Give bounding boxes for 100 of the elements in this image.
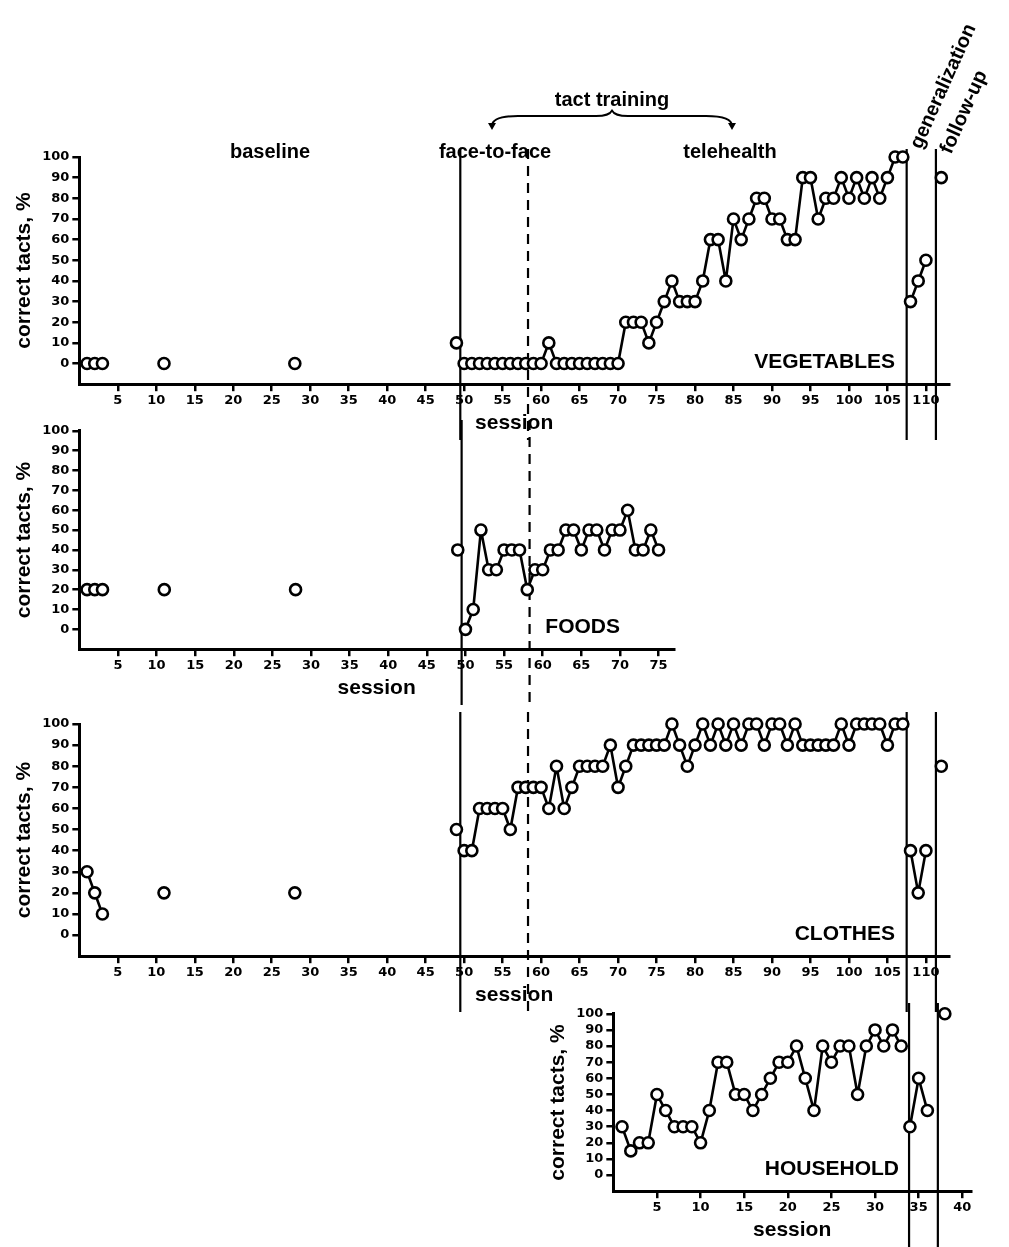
y-tick-label: 0 bbox=[594, 1166, 604, 1182]
x-tick-label: 40 bbox=[953, 1199, 972, 1215]
y-tick-label: 90 bbox=[51, 442, 70, 458]
x-tick-label: 30 bbox=[301, 964, 320, 980]
x-tick-label: 30 bbox=[301, 392, 320, 408]
x-tick-label: 25 bbox=[263, 657, 282, 673]
x-tick-label: 60 bbox=[532, 392, 551, 408]
x-tick-label: 30 bbox=[865, 1199, 885, 1215]
x-tick-label: 60 bbox=[532, 964, 551, 980]
x-tick-label: 70 bbox=[609, 964, 628, 980]
x-tick-label: 40 bbox=[378, 392, 397, 408]
y-tick-label: 80 bbox=[51, 757, 70, 773]
x-tick-label: 100 bbox=[835, 964, 863, 980]
text: HOUSEHOLD bbox=[764, 1156, 899, 1180]
x-tick-label: 20 bbox=[778, 1199, 797, 1215]
x-axis-title: session bbox=[753, 1217, 832, 1241]
y-axis-title: correct tacts, % bbox=[11, 461, 35, 619]
y-tick-label: 40 bbox=[585, 1101, 604, 1117]
y-tick-label: 40 bbox=[51, 541, 70, 557]
y-tick-label: 70 bbox=[585, 1053, 604, 1069]
x-tick-label: 65 bbox=[572, 657, 591, 673]
y-tick-label: 100 bbox=[576, 1005, 604, 1021]
x-tick-label: 85 bbox=[724, 392, 743, 408]
x-tick-label: 30 bbox=[301, 657, 321, 673]
x-tick-label: 25 bbox=[822, 1199, 841, 1215]
text: FOODS bbox=[545, 614, 620, 638]
x-tick-label: 55 bbox=[495, 657, 514, 673]
x-tick-label: 40 bbox=[378, 964, 397, 980]
x-tick-label: 35 bbox=[340, 657, 359, 673]
x-tick-label: 105 bbox=[873, 392, 901, 408]
y-tick-label: 80 bbox=[585, 1037, 604, 1053]
x-tick-label: 80 bbox=[685, 392, 705, 408]
x-tick-label: 20 bbox=[224, 392, 243, 408]
x-tick-label: 15 bbox=[185, 964, 204, 980]
y-tick-label: 50 bbox=[51, 521, 70, 537]
x-tick-label: 85 bbox=[724, 964, 743, 980]
x-tick-label: 5 bbox=[113, 392, 123, 408]
y-tick-label: 50 bbox=[51, 820, 70, 836]
x-tick-label: 65 bbox=[570, 964, 589, 980]
y-tick-label: 100 bbox=[42, 715, 70, 731]
x-tick-label: 35 bbox=[339, 964, 358, 980]
y-tick-label: 60 bbox=[585, 1069, 604, 1085]
x-tick-label: 105 bbox=[873, 964, 901, 980]
y-tick-label: 70 bbox=[51, 210, 70, 226]
x-tick-label: 75 bbox=[647, 964, 666, 980]
x-tick-label: 5 bbox=[113, 657, 123, 673]
x-tick-label: 35 bbox=[339, 392, 358, 408]
y-tick-label: 10 bbox=[585, 1150, 604, 1166]
x-axis-title: session bbox=[475, 410, 554, 434]
x-tick-label: 45 bbox=[416, 964, 435, 980]
y-tick-label: 60 bbox=[51, 501, 70, 517]
y-tick-label: 20 bbox=[585, 1134, 604, 1150]
y-tick-label: 10 bbox=[51, 334, 70, 350]
x-tick-label: 10 bbox=[147, 392, 166, 408]
text: tact training bbox=[554, 88, 670, 110]
x-tick-label: 65 bbox=[570, 392, 589, 408]
x-tick-label: 75 bbox=[649, 657, 668, 673]
x-tick-label: 5 bbox=[652, 1199, 662, 1215]
x-axis-title: session bbox=[337, 675, 416, 699]
x-tick-label: 15 bbox=[186, 657, 205, 673]
x-tick-label: 15 bbox=[185, 392, 204, 408]
y-tick-label: 30 bbox=[51, 292, 70, 308]
x-tick-label: 20 bbox=[224, 964, 243, 980]
y-tick-label: 30 bbox=[51, 863, 70, 879]
annotation: face-to-face bbox=[438, 140, 552, 162]
y-tick-label: 60 bbox=[51, 230, 70, 246]
x-tick-label: 70 bbox=[610, 657, 629, 673]
y-tick-label: 90 bbox=[585, 1021, 604, 1037]
y-tick-label: 60 bbox=[51, 799, 70, 815]
x-tick-label: 45 bbox=[417, 657, 436, 673]
x-tick-label: 70 bbox=[609, 392, 628, 408]
x-tick-label: 100 bbox=[835, 392, 863, 408]
x-tick-label: 75 bbox=[647, 392, 666, 408]
x-tick-label: 95 bbox=[801, 964, 820, 980]
x-tick-label: 60 bbox=[533, 657, 552, 673]
y-tick-label: 70 bbox=[51, 481, 70, 497]
annotation: telehealth bbox=[683, 140, 777, 162]
x-tick-label: 55 bbox=[493, 964, 512, 980]
x-tick-label: 90 bbox=[762, 964, 782, 980]
y-tick-label: 10 bbox=[51, 600, 70, 616]
y-tick-label: 100 bbox=[42, 148, 70, 164]
y-tick-label: 50 bbox=[51, 251, 70, 267]
x-tick-label: 20 bbox=[224, 657, 243, 673]
y-axis-title: correct tacts, % bbox=[545, 1023, 569, 1181]
y-tick-label: 0 bbox=[60, 354, 70, 370]
x-tick-label: 35 bbox=[909, 1199, 928, 1215]
y-tick-label: 20 bbox=[51, 884, 70, 900]
x-tick-label: 10 bbox=[691, 1199, 710, 1215]
x-axis-title: session bbox=[475, 982, 554, 1006]
x-tick-label: 40 bbox=[379, 657, 398, 673]
x-tick-label: 55 bbox=[493, 392, 512, 408]
y-tick-label: 90 bbox=[51, 169, 70, 185]
annotation: baseline bbox=[229, 140, 311, 162]
x-tick-label: 25 bbox=[262, 964, 281, 980]
x-tick-label: 5 bbox=[113, 964, 123, 980]
y-tick-label: 30 bbox=[51, 561, 70, 577]
y-tick-label: 20 bbox=[51, 313, 70, 329]
text: CLOTHES bbox=[794, 921, 895, 945]
y-tick-label: 40 bbox=[51, 842, 70, 858]
x-tick-label: 10 bbox=[147, 964, 166, 980]
